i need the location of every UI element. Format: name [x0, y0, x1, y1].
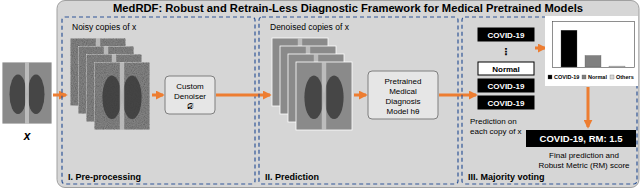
svg-text:x: x: [23, 129, 32, 143]
svg-text:COVID-19, RM: 1.5: COVID-19, RM: 1.5: [540, 133, 624, 144]
svg-text:Normal: Normal: [588, 74, 607, 80]
svg-text:Medical: Medical: [389, 87, 417, 96]
svg-text:⋮: ⋮: [501, 46, 511, 57]
svg-text:COVID-19: COVID-19: [488, 99, 525, 108]
svg-text:Normal: Normal: [492, 65, 520, 74]
svg-text:COVID-19: COVID-19: [554, 74, 579, 80]
svg-text:MedRDF: Robust and Retrain-Les: MedRDF: Robust and Retrain-Less Diagnost…: [113, 2, 583, 14]
svg-text:II. Prediction: II. Prediction: [265, 172, 319, 182]
svg-text:Denoised copies of x: Denoised copies of x: [270, 22, 350, 32]
svg-text:Others: Others: [616, 74, 634, 80]
svg-text:Robust Metric (RM) score: Robust Metric (RM) score: [538, 161, 630, 170]
svg-text:Custom: Custom: [176, 82, 204, 91]
svg-text:COVID-19: COVID-19: [488, 31, 525, 40]
svg-text:each copy of x: each copy of x: [470, 127, 522, 136]
svg-text:COVID-19: COVID-19: [488, 82, 525, 91]
svg-text:Noisy copies of x: Noisy copies of x: [72, 22, 137, 32]
svg-text:Final prediction and: Final prediction and: [549, 151, 619, 160]
svg-text:Prediction on: Prediction on: [470, 117, 517, 126]
svg-text:𝒟: 𝒟: [187, 102, 194, 111]
svg-text:Model hθ: Model hθ: [387, 107, 420, 116]
svg-text:Diagnosis: Diagnosis: [385, 97, 420, 106]
svg-text:Pretrained: Pretrained: [385, 77, 422, 86]
svg-text:I. Pre-processing: I. Pre-processing: [68, 172, 141, 182]
svg-text:Denoiser: Denoiser: [174, 92, 206, 101]
svg-text:III. Majority voting: III. Majority voting: [468, 172, 545, 182]
